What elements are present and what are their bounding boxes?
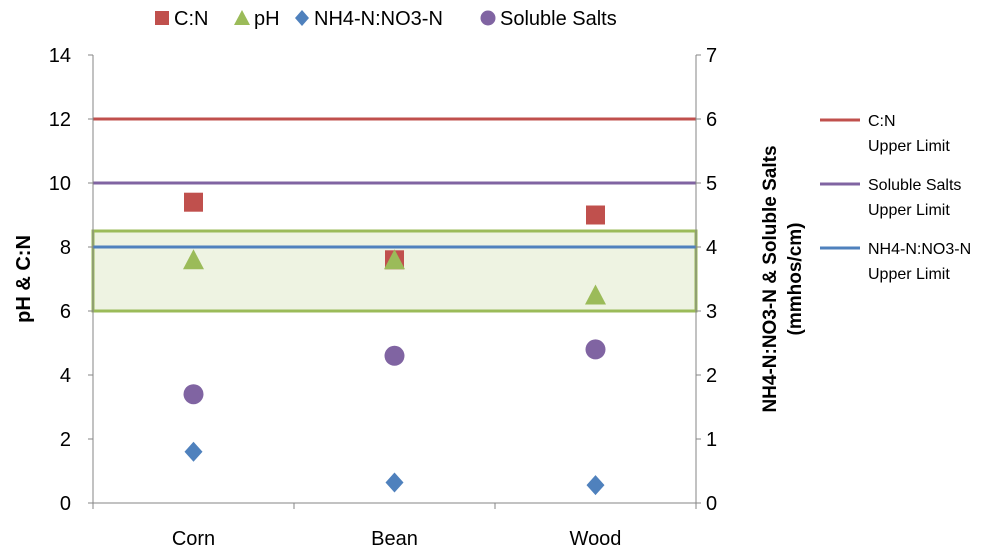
left-tick-label: 6 (60, 301, 71, 323)
right-tick-label: 5 (706, 173, 717, 195)
point-ph-wood (585, 284, 606, 305)
point-soluble-salts-wood (585, 339, 606, 360)
axes (92, 55, 697, 504)
left-tick-label: 2 (60, 429, 71, 451)
limit-legend-label: C:N (868, 113, 896, 130)
left-tick-label: 8 (60, 237, 71, 259)
legend-label: pH (254, 8, 280, 30)
limit-legend-sublabel: Upper Limit (868, 266, 950, 283)
right-tick-label: 4 (706, 237, 717, 259)
right-tick-label: 2 (706, 365, 717, 387)
right-tick-label: 6 (706, 109, 717, 131)
left-tick-label: 14 (49, 45, 71, 67)
legend-label: C:N (174, 8, 208, 30)
left-tick-label: 10 (49, 173, 71, 195)
left-tick-label: 4 (60, 365, 71, 387)
legend-label: NH4-N:NO3-N (314, 8, 443, 30)
point-nh4-n-no3-n-wood (586, 475, 605, 496)
limit-legend-label: Soluble Salts (868, 177, 961, 194)
right-tick-label: 3 (706, 301, 717, 323)
x-tick-label: Wood (570, 528, 622, 550)
right-tick-label: 7 (706, 45, 717, 67)
legend-marker-3 (295, 10, 309, 26)
x-tick-label: Bean (371, 528, 418, 550)
point-ph-bean (384, 249, 405, 270)
limit-legend-sublabel: Upper Limit (868, 202, 950, 219)
point-nh4-n-no3-n-bean (385, 472, 404, 493)
legend-label: Soluble Salts (500, 8, 617, 30)
legend-marker-4 (480, 10, 496, 26)
point-ph-corn (183, 249, 204, 270)
point-nh4-n-no3-n-corn (184, 441, 203, 462)
legend-marker-2 (234, 10, 250, 25)
data-points (183, 192, 606, 496)
right-axis-title-line2: (mmhos/cm) (785, 223, 806, 336)
point-c-n-wood (586, 205, 605, 225)
left-tick-label: 0 (60, 493, 71, 515)
left-tick-label: 12 (49, 109, 71, 131)
limit-legend-sublabel: Upper Limit (868, 138, 950, 155)
right-tick-label: 0 (706, 493, 717, 515)
limit-lines-layer (93, 117, 696, 249)
limit-legend-label: NH4-N:NO3-N (868, 241, 971, 258)
legend-marker-1 (155, 11, 169, 25)
ph-range-band-layer (91, 229, 698, 313)
right-axis-title-line1: NH4-N:NO3-N & Soluble Salts (760, 145, 781, 412)
point-soluble-salts-bean (384, 345, 405, 366)
limit-legend: C:N Upper Limit Soluble Salts Upper Limit NH… (820, 113, 971, 283)
legend: C:N pH NH4-N:NO3-N Soluble Salts (155, 8, 617, 30)
x-tick-label: Corn (172, 528, 215, 550)
left-axis-title: pH & C:N (13, 235, 35, 323)
right-tick-label: 1 (706, 429, 717, 451)
point-c-n-corn (184, 192, 203, 212)
point-soluble-salts-corn (183, 384, 204, 405)
ph-range-band (91, 229, 698, 313)
